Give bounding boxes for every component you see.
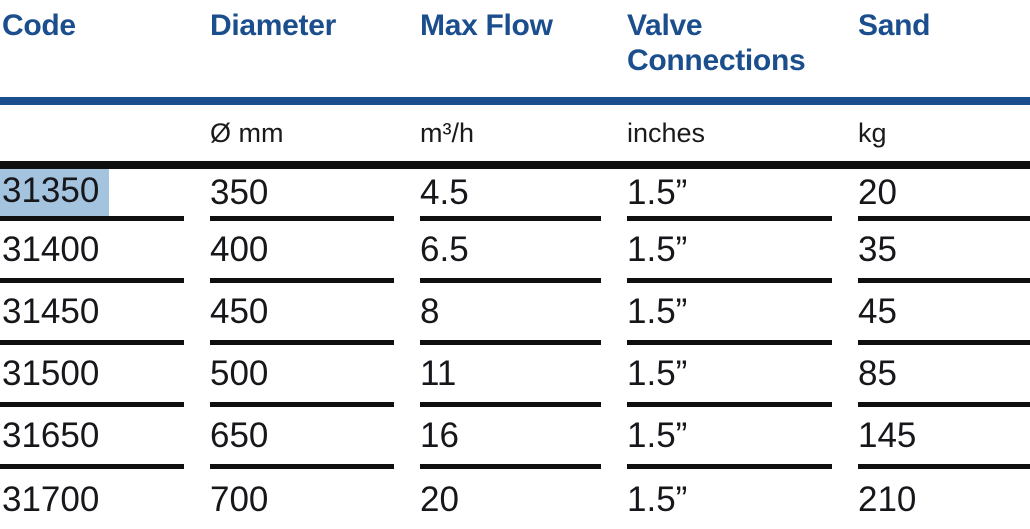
table-cell: 1.5” bbox=[627, 283, 858, 345]
table-cell: 11 bbox=[420, 345, 627, 407]
table-row: 31400 400 6.5 1.5” 35 bbox=[0, 221, 1030, 283]
unit-cell-max-flow: m³/h bbox=[420, 101, 627, 169]
table-row: 31700 700 20 1.5” 210 bbox=[0, 469, 1030, 529]
table-cell: 210 bbox=[858, 480, 917, 519]
table-cell: 1.5” bbox=[627, 165, 858, 221]
table-cell: 31450 bbox=[0, 283, 210, 345]
table-cell: 8 bbox=[420, 283, 627, 345]
table-cell: 85 bbox=[858, 345, 1030, 407]
table-cell: 400 bbox=[210, 221, 420, 283]
table-row: 31650 650 16 1.5” 145 bbox=[0, 407, 1030, 469]
table-cell: 145 bbox=[858, 407, 1030, 469]
table-cell: 1.5” bbox=[627, 407, 858, 469]
table-cell: 4.5 bbox=[420, 165, 627, 221]
column-header-diameter: Diameter bbox=[210, 0, 420, 105]
table-cell: 31350 bbox=[0, 165, 210, 221]
unit-cell-sand: kg bbox=[858, 101, 1030, 169]
unit-cell-diameter: Ø mm bbox=[210, 101, 420, 169]
table-cell: 1.5” bbox=[627, 480, 688, 519]
table-cell: 45 bbox=[858, 283, 1030, 345]
column-header-valve-connections: Valve Connections bbox=[627, 0, 858, 105]
table-cell: 31500 bbox=[0, 345, 210, 407]
column-header-max-flow: Max Flow bbox=[420, 0, 627, 105]
table-cell: 31700 bbox=[2, 480, 100, 519]
table-row: 31350 350 4.5 1.5” 20 bbox=[0, 165, 1030, 221]
table-cell: 650 bbox=[210, 407, 420, 469]
selected-cell-highlight: 31350 bbox=[0, 169, 110, 216]
units-row: Ø mm m³/h inches kg bbox=[0, 101, 1030, 169]
header-row: Code Diameter Max Flow Valve Connections… bbox=[0, 0, 1030, 105]
table-cell: 31400 bbox=[0, 221, 210, 283]
table-cell: 20 bbox=[858, 165, 1030, 221]
table-cell: 350 bbox=[210, 165, 420, 221]
table-cell: 1.5” bbox=[627, 221, 858, 283]
column-header-code: Code bbox=[0, 0, 210, 105]
table-cell: 31650 bbox=[0, 407, 210, 469]
table-cell: 6.5 bbox=[420, 221, 627, 283]
unit-cell-valve-connections: inches bbox=[627, 101, 858, 169]
table-cell: 35 bbox=[858, 221, 1030, 283]
table-row: 31450 450 8 1.5” 45 bbox=[0, 283, 1030, 345]
table-cell: 20 bbox=[420, 480, 459, 519]
table-cell: 450 bbox=[210, 283, 420, 345]
table-cell: 500 bbox=[210, 345, 420, 407]
column-header-sand: Sand bbox=[858, 0, 1030, 105]
table-cell: 16 bbox=[420, 407, 627, 469]
unit-cell-code bbox=[0, 101, 210, 169]
table-cell: 700 bbox=[210, 480, 269, 519]
table-cell: 1.5” bbox=[627, 345, 858, 407]
table-row: 31500 500 11 1.5” 85 bbox=[0, 345, 1030, 407]
